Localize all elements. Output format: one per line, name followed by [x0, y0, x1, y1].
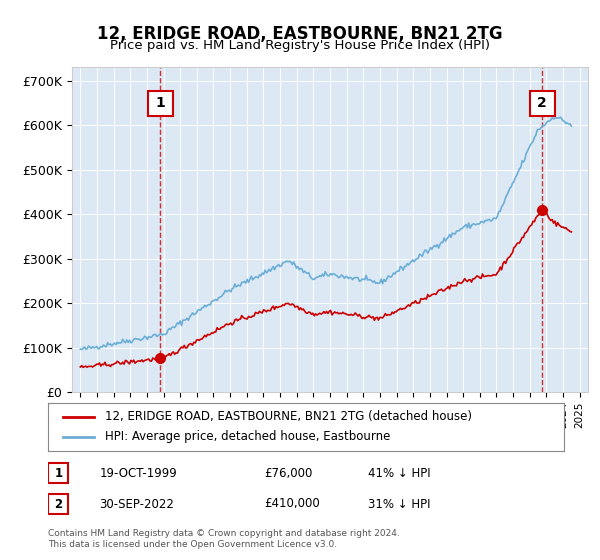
Text: 1: 1	[54, 466, 62, 480]
Text: 41% ↓ HPI: 41% ↓ HPI	[368, 466, 431, 480]
Text: Contains HM Land Registry data © Crown copyright and database right 2024.
This d: Contains HM Land Registry data © Crown c…	[48, 529, 400, 549]
Text: 12, ERIDGE ROAD, EASTBOURNE, BN21 2TG: 12, ERIDGE ROAD, EASTBOURNE, BN21 2TG	[97, 25, 503, 43]
Text: 30-SEP-2022: 30-SEP-2022	[100, 497, 175, 511]
Text: HPI: Average price, detached house, Eastbourne: HPI: Average price, detached house, East…	[105, 430, 390, 443]
Text: 12, ERIDGE ROAD, EASTBOURNE, BN21 2TG (detached house): 12, ERIDGE ROAD, EASTBOURNE, BN21 2TG (d…	[105, 410, 472, 423]
Text: 1: 1	[155, 96, 165, 110]
Text: 2: 2	[54, 497, 62, 511]
Text: 31% ↓ HPI: 31% ↓ HPI	[368, 497, 430, 511]
Text: 19-OCT-1999: 19-OCT-1999	[100, 466, 178, 480]
Text: 2: 2	[538, 96, 547, 110]
Text: Price paid vs. HM Land Registry's House Price Index (HPI): Price paid vs. HM Land Registry's House …	[110, 39, 490, 52]
Text: £410,000: £410,000	[265, 497, 320, 511]
Text: £76,000: £76,000	[265, 466, 313, 480]
